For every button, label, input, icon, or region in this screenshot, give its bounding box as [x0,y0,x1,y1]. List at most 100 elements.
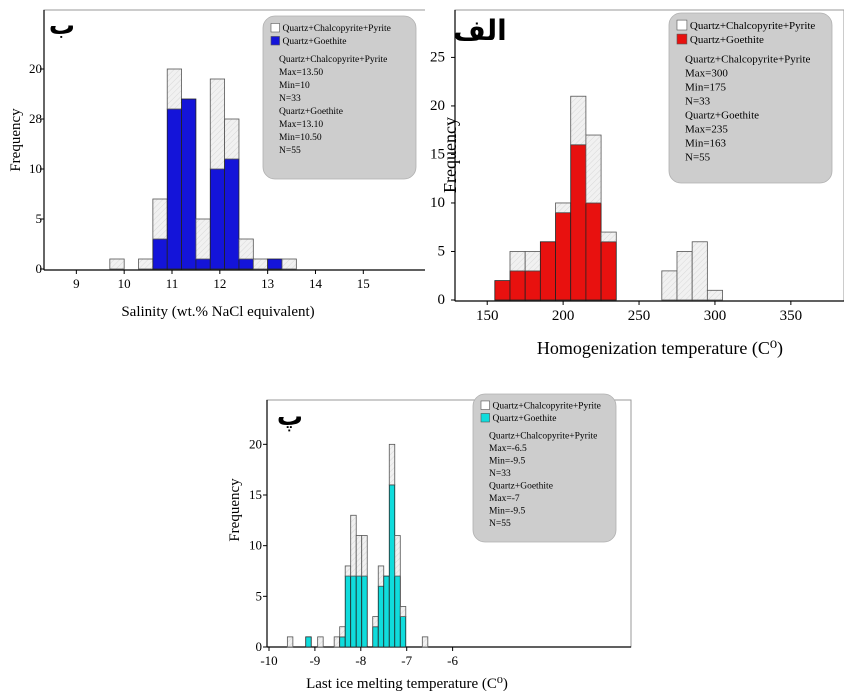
chart-svg: 150 200 250 300 350 0 5 10 15 20 25 Homogenization … [430,9,844,359]
stats-line: N=55 [685,152,711,164]
stats-line: N=33 [489,469,511,479]
bar-quartz-chalcopyrite-pyrite [372,616,379,628]
bar-quartz-goethite [399,616,407,648]
chart-svg: -10 -9 -8 -7 -6 0 5 10 15 20 Last ice melting temp… [227,393,632,691]
bar-quartz-goethite [509,270,526,301]
stats-line: Max=13.10 [279,120,323,130]
bar-quartz-chalcopyrite-pyrite [350,514,357,577]
legend-swatch [480,413,490,423]
chart-svg: 9 10 11 12 13 14 15 0 5 10 28 20 Salinity (wt.% NaCl… [8,9,425,320]
legend-entry: Quartz+Goethite [690,34,764,46]
stats-line: Max=13.50 [279,68,323,78]
x-tick-label: 150 [476,308,499,324]
salinity-histogram: 9 10 11 12 13 14 15 0 5 10 28 20 Salinity (wt.% NaCl… [0,0,425,335]
bar-quartz-goethite [350,575,357,648]
homogenization-temperature-histogram: 150 200 250 300 350 0 5 10 15 20 25 Homogenization … [425,0,844,365]
y-tick-label: 10 [29,161,42,176]
bar-quartz-chalcopyrite-pyrite [344,565,352,577]
bar-quartz-goethite [377,585,385,648]
x-tick-label: 13 [261,276,274,291]
bar-quartz-chalcopyrite-pyrite [281,258,297,270]
bar-quartz-goethite [524,270,541,301]
bar-quartz-goethite [372,626,379,648]
bar-quartz-chalcopyrite-pyrite [339,626,346,638]
x-tick-label: -8 [355,653,366,668]
y-tick-label: 15 [430,146,445,162]
legend-box [472,393,617,543]
y-tick-label: 25 [430,49,445,65]
bar-quartz-chalcopyrite-pyrite [524,251,541,272]
bar-quartz-chalcopyrite-pyrite [286,636,294,648]
legend-swatch [676,19,688,31]
stats-line: Max=-6.5 [489,444,527,454]
bar-quartz-goethite [339,636,346,648]
y-tick-label: 0 [256,639,263,654]
y-tick-label: 5 [438,243,446,259]
x-tick-label: -6 [447,653,458,668]
y-tick-label: 5 [256,588,263,603]
legend-entry: Quartz+Chalcopyrite+Pyrite [690,20,816,32]
bar-quartz-chalcopyrite-pyrite [209,78,226,170]
legend-entry: Quartz+Chalcopyrite+Pyrite [283,24,391,34]
legend-box [262,15,417,180]
bar-quartz-goethite [388,484,396,648]
bar-quartz-chalcopyrite-pyrite [676,251,693,301]
bar-quartz-chalcopyrite-pyrite [509,251,526,272]
stats-line: N=55 [489,519,511,529]
stats-line: Min=10.50 [279,133,322,143]
x-tick-label: 250 [628,308,651,324]
bar-quartz-goethite [344,575,352,648]
x-tick-label: -10 [260,653,277,668]
x-tick-label: 11 [166,276,179,291]
stats-title: Quartz+Goethite [685,110,759,122]
bar-quartz-goethite [361,575,368,648]
x-tick-label: 9 [73,276,80,291]
bar-quartz-chalcopyrite-pyrite [195,218,211,260]
bar-quartz-chalcopyrite-pyrite [238,238,254,260]
y-tick-label: 20 [29,61,42,76]
bar-quartz-goethite [494,280,511,301]
bar-quartz-chalcopyrite-pyrite [399,606,407,617]
bar-quartz-chalcopyrite-pyrite [361,535,368,577]
y-tick-label: 10 [249,538,262,553]
stats-line: N=55 [279,146,301,156]
bar-quartz-goethite [570,144,587,301]
y-tick-label: 20 [249,436,262,451]
bar-quartz-chalcopyrite-pyrite [585,134,602,204]
bar-quartz-chalcopyrite-pyrite [421,636,429,648]
y-tick-label: 28 [29,111,42,126]
legend-entry: Quartz+Goethite [493,414,557,424]
y-tick-label: 0 [36,261,43,276]
bar-quartz-goethite [238,258,254,270]
bar-quartz-goethite [305,636,312,648]
panel-label: ب [49,11,75,41]
y-tick-label: 15 [249,487,262,502]
stats-title: Quartz+Chalcopyrite+Pyrite [685,54,811,66]
stats-title: Quartz+Chalcopyrite+Pyrite [489,432,597,442]
legend-swatch [480,400,490,410]
stats-line: Min=10 [279,81,310,91]
y-tick-label: 0 [438,292,446,308]
bar-quartz-chalcopyrite-pyrite [224,118,240,160]
bar-quartz-chalcopyrite-pyrite [333,636,341,648]
bar-quartz-chalcopyrite-pyrite [152,198,168,240]
bar-quartz-goethite [355,575,363,648]
stats-line: Min=175 [685,82,727,94]
stats-title: Quartz+Chalcopyrite+Pyrite [279,55,387,65]
bar-quartz-chalcopyrite-pyrite [109,258,125,270]
bar-quartz-chalcopyrite-pyrite [317,636,324,648]
bar-quartz-goethite [383,575,390,648]
bar-quartz-goethite [585,202,602,301]
y-tick-label: 10 [430,195,445,211]
bar-quartz-chalcopyrite-pyrite [570,95,587,146]
stats-line: Min=-9.5 [489,457,525,467]
stats-line: Min=-9.5 [489,507,525,517]
legend-swatch [676,33,688,45]
bar-quartz-chalcopyrite-pyrite [388,443,396,486]
y-tick-label: 20 [430,98,445,114]
stats-line: Max=-7 [489,494,520,504]
x-tick-label: 10 [118,276,131,291]
bar-quartz-chalcopyrite-pyrite [252,258,269,270]
bar-quartz-chalcopyrite-pyrite [166,68,182,110]
bar-quartz-chalcopyrite-pyrite [355,535,363,577]
